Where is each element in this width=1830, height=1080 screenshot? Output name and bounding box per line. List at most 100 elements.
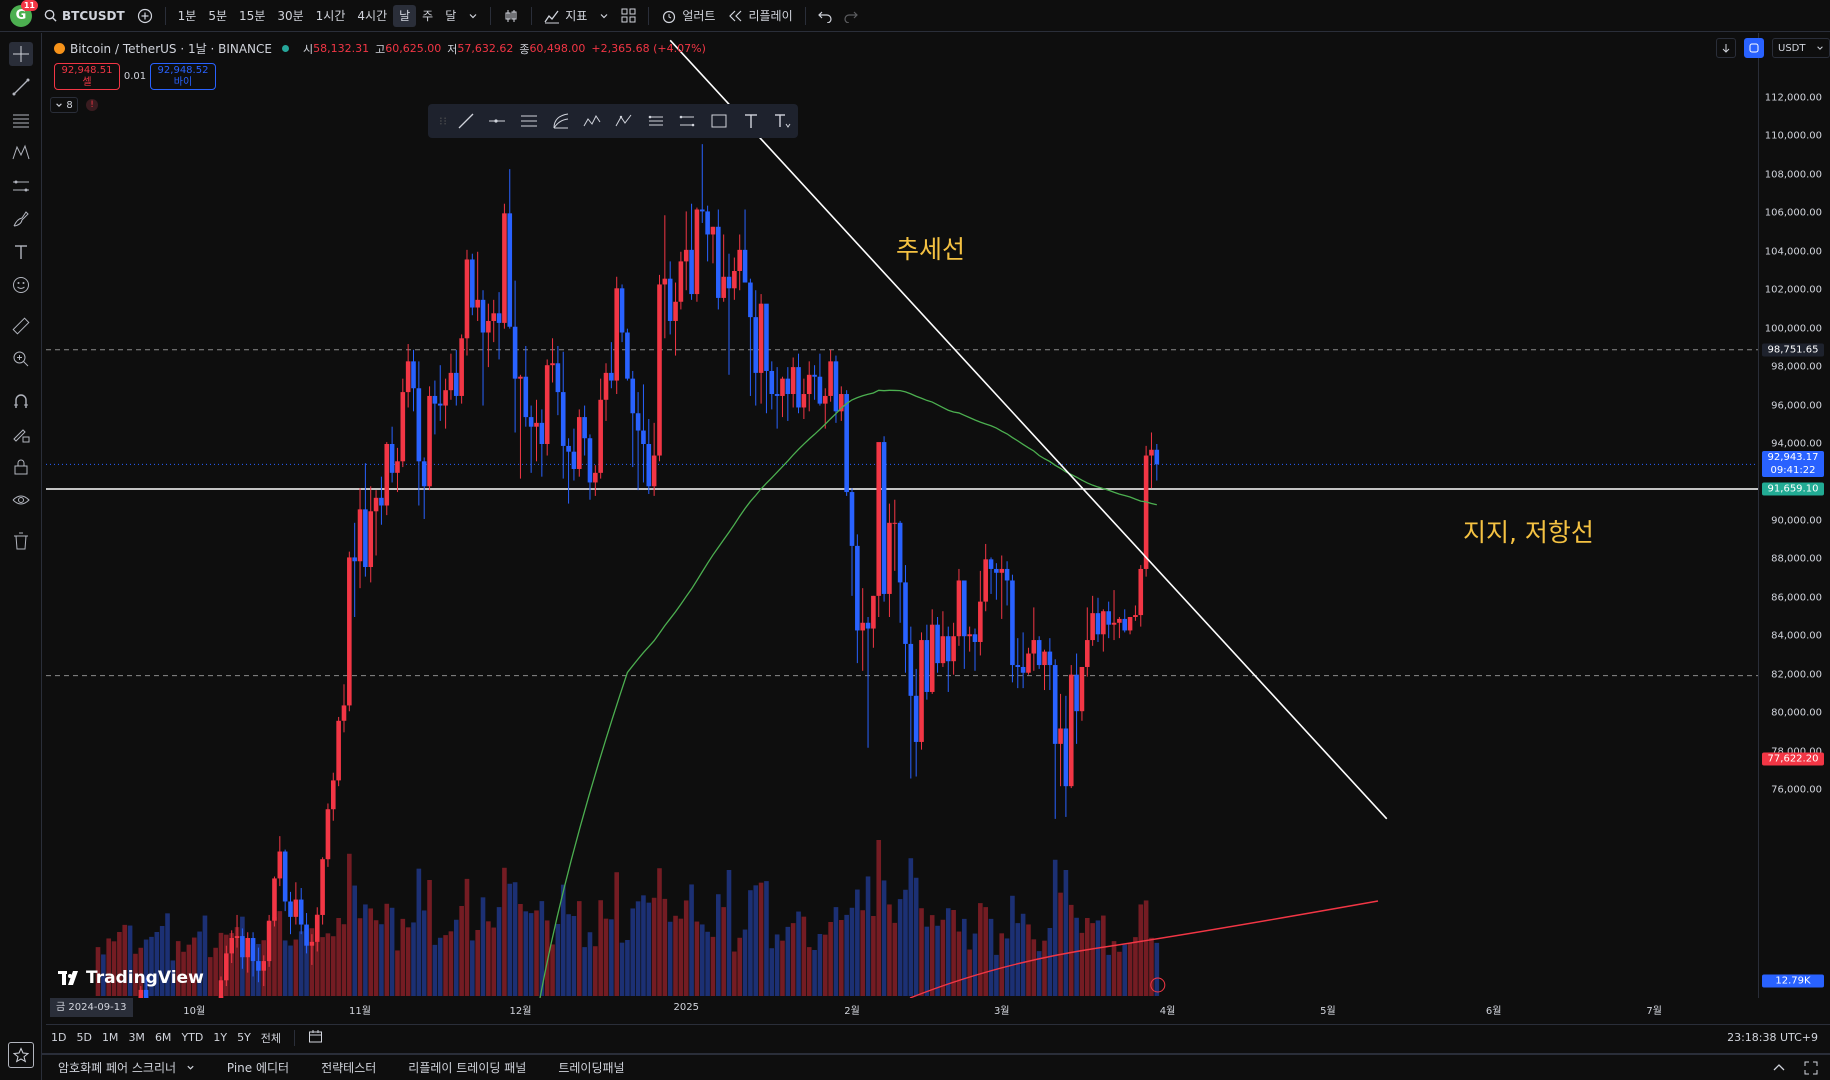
auto-scale-button[interactable] xyxy=(1744,38,1764,58)
draw-trendline[interactable] xyxy=(450,107,482,135)
time-axis[interactable]: 금 2024-09-13 10월 11월 12월 2025 2월 3월 4월 5월 6월 7월 xyxy=(46,998,1758,1018)
tf-15m[interactable]: 15분 xyxy=(239,9,266,23)
countdown-label: 09:41:22 xyxy=(1770,465,1816,477)
range-3m[interactable]: 3M xyxy=(128,1031,145,1044)
brush-tool[interactable] xyxy=(9,207,33,231)
measure-tool[interactable] xyxy=(9,314,33,338)
legend-title[interactable]: Bitcoin / TetherUS · 1날 · BINANCE xyxy=(70,42,272,56)
tf-month[interactable]: 달 xyxy=(445,9,457,23)
timezone-clock[interactable]: 23:18:38 UTC+9 xyxy=(1727,1031,1818,1044)
draw-note[interactable] xyxy=(766,107,798,135)
range-ytd[interactable]: YTD xyxy=(181,1031,204,1044)
crosshair-tool[interactable] xyxy=(9,42,33,66)
text-tool[interactable] xyxy=(9,240,33,264)
tf-1h[interactable]: 1시간 xyxy=(315,9,346,23)
trendline-annotation[interactable]: 추세선 xyxy=(896,235,966,264)
scale-down-button[interactable] xyxy=(1716,38,1736,58)
draw-fib-fan[interactable] xyxy=(545,107,577,135)
draw-xabcd[interactable] xyxy=(577,107,609,135)
volume-bar xyxy=(464,878,470,996)
symbol-search-button[interactable]: BTCUSDT xyxy=(38,5,131,27)
buy-button[interactable]: 92,948.52 바이 xyxy=(150,63,216,90)
indicator-templates-button[interactable] xyxy=(593,5,615,27)
compare-symbol-button[interactable] xyxy=(131,5,159,27)
layout-grid-button[interactable] xyxy=(615,5,642,27)
chart-pane[interactable] xyxy=(46,33,1758,998)
range-5y[interactable]: 5Y xyxy=(237,1031,251,1044)
draw-rectangle[interactable] xyxy=(703,107,735,135)
candle-body xyxy=(603,372,609,400)
support-resistance-annotation[interactable]: 지지, 저항선 xyxy=(1463,518,1594,547)
currency-select[interactable]: USDT xyxy=(1772,38,1830,58)
draw-forecast[interactable] xyxy=(640,107,672,135)
go-to-date-button[interactable] xyxy=(303,1029,328,1047)
candle-body xyxy=(1036,640,1042,666)
draw-horizontal-ray[interactable] xyxy=(482,107,514,135)
replay-button[interactable]: 리플레이 xyxy=(721,5,798,27)
chart-type-button[interactable] xyxy=(497,5,525,27)
forecast-tool[interactable] xyxy=(9,174,33,198)
timeframe-dropdown[interactable] xyxy=(462,5,484,27)
draw-abc-wave[interactable] xyxy=(608,107,640,135)
tf-week[interactable]: 주 xyxy=(422,9,434,23)
tf-5m[interactable]: 5분 xyxy=(208,9,228,23)
indicators-collapse-button[interactable]: 8 xyxy=(50,97,78,113)
tab-replay-trading[interactable]: 리플레이 트레이딩 패널 xyxy=(408,1061,527,1075)
range-5d[interactable]: 5D xyxy=(76,1031,92,1044)
lock-drawings-tool[interactable] xyxy=(9,455,33,479)
maximize-panel-button[interactable] xyxy=(1804,1061,1818,1078)
redo-button[interactable] xyxy=(838,5,864,27)
magnet-tool[interactable] xyxy=(9,389,33,413)
warning-icon[interactable]: ! xyxy=(86,99,98,111)
volume-bar xyxy=(753,885,759,996)
range-1y[interactable]: 1Y xyxy=(213,1031,228,1044)
candle-body xyxy=(539,422,545,444)
trendline-tool[interactable] xyxy=(9,75,33,99)
fib-tool[interactable] xyxy=(9,108,33,132)
candle-body xyxy=(459,338,464,396)
volume-bar xyxy=(758,882,764,996)
tab-trading-panel[interactable]: 트레이딩패널 xyxy=(558,1061,625,1075)
alert-button[interactable]: 얼러트 xyxy=(655,5,721,27)
collapse-panel-button[interactable] xyxy=(1772,1061,1786,1078)
range-all[interactable]: 전체 xyxy=(260,1031,282,1045)
tradingview-logo[interactable]: TradingView xyxy=(58,968,204,988)
volume-bar xyxy=(699,924,705,996)
drag-handle[interactable] xyxy=(436,107,450,135)
tab-crypto-screener[interactable]: 암호화폐 페어 스크리너 xyxy=(42,1059,211,1076)
price-axis[interactable]: 112,000.00 110,000.00 108,000.00 106,000.00… xyxy=(1758,33,1830,998)
candle-body xyxy=(619,288,625,333)
indicators-button[interactable]: 지표 xyxy=(538,5,593,27)
sell-button[interactable]: 92,948.51 셀 xyxy=(54,63,120,90)
tf-day[interactable]: 날 xyxy=(393,4,417,27)
favorites-button[interactable] xyxy=(8,1042,34,1068)
price-chart[interactable] xyxy=(46,33,1758,998)
candle-body xyxy=(363,509,368,568)
user-avatar[interactable]: G 11 xyxy=(10,0,38,27)
candle-body xyxy=(689,249,694,295)
draw-text[interactable] xyxy=(735,107,767,135)
range-1d[interactable]: 1D xyxy=(51,1031,67,1044)
keep-drawing-tool[interactable] xyxy=(9,422,33,446)
candle-body xyxy=(913,695,919,742)
remove-drawings-tool[interactable] xyxy=(9,529,33,553)
undo-button[interactable] xyxy=(812,5,838,27)
candle-body xyxy=(1079,666,1085,712)
candle-body xyxy=(309,941,315,946)
emoji-tool[interactable] xyxy=(9,273,33,297)
pattern-tool[interactable] xyxy=(9,141,33,165)
hide-drawings-tool[interactable] xyxy=(9,488,33,512)
tab-strategy-tester[interactable]: 전략테스터 xyxy=(321,1061,377,1075)
text-icon xyxy=(15,245,27,259)
tf-1m[interactable]: 1분 xyxy=(177,9,197,23)
zoom-tool[interactable] xyxy=(9,347,33,371)
tf-4h[interactable]: 4시간 xyxy=(357,9,388,23)
draw-parallel-channel[interactable] xyxy=(513,107,545,135)
tf-30m[interactable]: 30분 xyxy=(277,9,304,23)
range-6m[interactable]: 6M xyxy=(154,1031,172,1044)
draw-price-range[interactable] xyxy=(671,107,703,135)
range-1m[interactable]: 1M xyxy=(101,1031,119,1044)
candle-body xyxy=(1117,618,1122,623)
candle-body xyxy=(240,936,245,958)
tab-pine-editor[interactable]: Pine 에디터 xyxy=(226,1061,290,1075)
